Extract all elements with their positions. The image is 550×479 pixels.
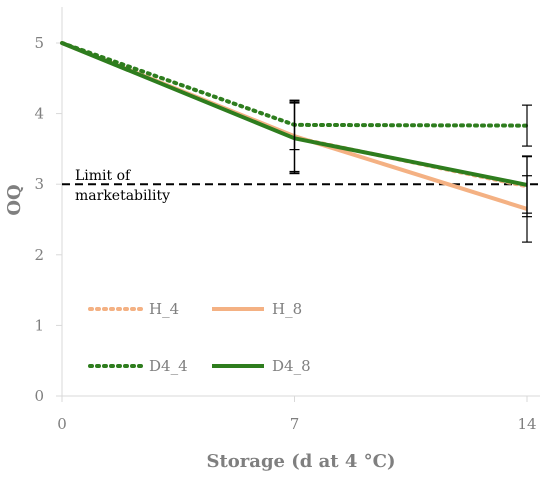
legend-label-h4: H_4	[149, 300, 179, 318]
error-bars	[289, 99, 532, 243]
x-tick-label: 0	[57, 415, 67, 433]
error-bar	[289, 102, 300, 175]
y-tick-label: 0	[34, 387, 44, 405]
x-axis-title: Storage (d at 4 °C)	[206, 451, 395, 472]
y-axis: 0 1 2 3 4 5	[34, 7, 63, 405]
reference-line-group: Limit of marketability	[62, 168, 540, 204]
error-bar	[522, 104, 532, 147]
legend-label-d44: D4_4	[149, 357, 188, 375]
y-tick-label: 5	[34, 34, 44, 52]
y-tick-label: 1	[34, 316, 44, 334]
reference-label-line1: Limit of	[75, 168, 132, 184]
x-axis: 0 7 14	[57, 395, 540, 433]
x-tick-label: 14	[517, 415, 536, 433]
legend-label-d48: D4_8	[272, 357, 311, 375]
legend: H_4 H_8 D4_4 D4_8	[88, 300, 311, 375]
reference-label-line2: marketability	[75, 188, 170, 204]
x-tick-label: 7	[290, 415, 300, 433]
y-axis-title: OQ	[4, 184, 25, 215]
y-tick-label: 3	[34, 175, 44, 193]
y-tick-label: 4	[34, 105, 44, 123]
error-bar	[522, 156, 532, 214]
legend-label-h8: H_8	[272, 300, 302, 318]
y-tick-label: 2	[34, 246, 44, 264]
